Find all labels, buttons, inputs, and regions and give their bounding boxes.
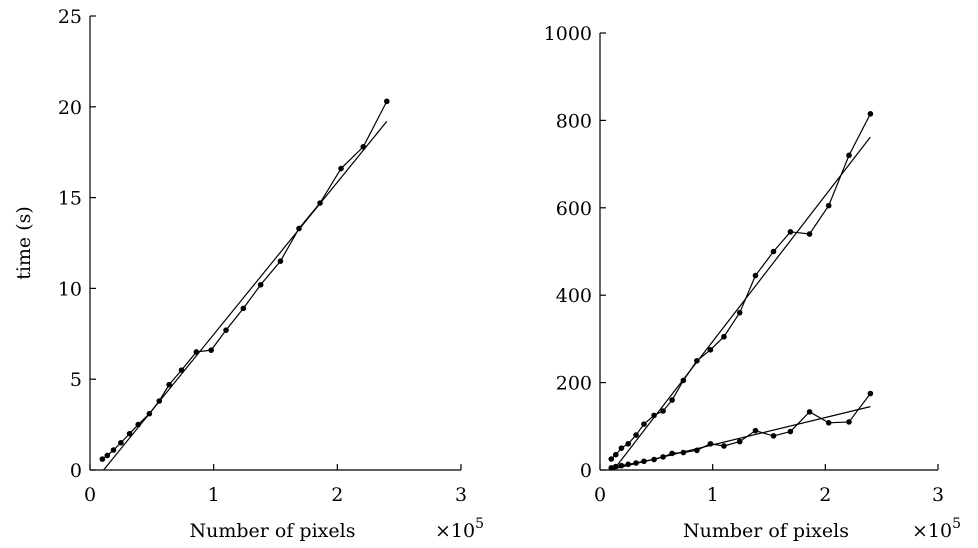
x-tick-label: 1 (707, 484, 719, 506)
series-1-point (296, 225, 302, 232)
series-1-point (806, 231, 813, 237)
series-1-point (178, 367, 185, 373)
series-1-point (240, 305, 247, 312)
series-2-point (867, 390, 874, 397)
y-tick-label: 400 (556, 285, 592, 307)
series-1-point (99, 456, 106, 462)
series-2-point (825, 420, 832, 426)
x-tick-label: 3 (932, 484, 944, 506)
x-multiplier-label: ×105 (912, 516, 961, 542)
y-tick-label: 20 (58, 97, 82, 119)
series-2-point (721, 443, 727, 449)
series-2-point (641, 458, 647, 465)
y-tick-label: 0 (70, 460, 82, 482)
series-2-point (736, 438, 743, 445)
x-tick-label: 2 (331, 484, 343, 506)
x-tick-label: 3 (455, 484, 467, 506)
series-1-point (223, 327, 229, 333)
series-1-point (166, 381, 172, 388)
fit-line-1 (613, 136, 871, 471)
series-1-point (867, 111, 874, 117)
x-multiplier-base: ×10 (435, 520, 475, 542)
series-1-point (633, 432, 639, 438)
y-tick-label: 10 (58, 278, 82, 300)
y-tick-label: 800 (556, 110, 592, 132)
series-2-point (752, 427, 759, 434)
series-1-point (208, 347, 214, 353)
series-1-point (825, 202, 832, 209)
series-1-point (752, 272, 759, 279)
y-axis-label: time (s) (13, 206, 35, 280)
series-1-point (257, 281, 264, 288)
series-2-point (651, 456, 657, 463)
series-1-point (608, 456, 615, 462)
series-1-point (641, 421, 647, 427)
y-tick-label: 0 (580, 460, 592, 482)
y-tick-label: 5 (70, 369, 82, 391)
series-line-1 (102, 101, 388, 460)
series-2-point (608, 465, 615, 471)
series-1-point (338, 165, 344, 172)
series-1-point (721, 333, 727, 340)
series-2-point (707, 440, 714, 447)
x-tick-label: 0 (594, 484, 606, 506)
series-1-point (787, 229, 794, 235)
series-2-point (680, 449, 687, 456)
series-1-point (277, 258, 284, 264)
series-1-point (618, 445, 625, 451)
series-1-point (846, 152, 852, 159)
series-1-point (651, 412, 657, 419)
series-2-point (612, 463, 619, 470)
series-line-1 (610, 113, 871, 460)
y-tick-label: 1000 (544, 23, 592, 45)
series-2-point (625, 461, 631, 468)
x-tick-label: 2 (819, 484, 831, 506)
series-2-point (669, 450, 675, 457)
y-tick-label: 600 (556, 198, 592, 220)
series-2-point (660, 454, 666, 460)
y-tick-label: 25 (58, 6, 82, 28)
series-2-point (770, 433, 777, 439)
series-1-point (156, 398, 163, 404)
x-tick-label: 0 (84, 484, 96, 506)
series-2-point (846, 419, 852, 425)
series-1-point (680, 377, 687, 384)
x-multiplier-label: ×105 (435, 516, 484, 542)
series-1-point (193, 349, 200, 355)
series-1-point (104, 452, 111, 459)
x-multiplier-exponent: 5 (475, 516, 484, 532)
y-tick-label: 15 (58, 188, 82, 210)
series-2-point (633, 460, 639, 466)
series-1-point (110, 447, 117, 453)
series-1-point (625, 440, 631, 447)
series-1-point (384, 98, 390, 105)
series-2-point (806, 409, 813, 415)
series-2-point (694, 447, 700, 454)
x-axis-label: Number of pixels (190, 520, 356, 542)
series-1-point (736, 309, 743, 316)
x-multiplier-exponent: 5 (952, 516, 961, 532)
series-1-point (660, 408, 666, 414)
series-1-point (694, 357, 700, 364)
series-2-point (787, 428, 794, 435)
series-1-point (126, 430, 133, 437)
series-1-point (707, 347, 714, 353)
series-1-point (770, 248, 777, 255)
x-axis-label: Number of pixels (683, 520, 849, 542)
series-line-2 (611, 393, 871, 469)
x-multiplier-base: ×10 (912, 520, 952, 542)
series-1-point (135, 421, 142, 428)
right-chart-panel: 0 200 400 600 800 1000 0 1 2 3 Number of pixels ×10… (544, 23, 961, 542)
series-1-point (669, 397, 675, 403)
series-1-point (146, 410, 153, 417)
series-2-point (618, 462, 625, 469)
series-1-point (118, 439, 124, 446)
x-tick-label: 1 (208, 484, 220, 506)
series-1-point (612, 451, 619, 458)
series-1-point (317, 200, 323, 206)
series-1-point (360, 143, 367, 150)
y-tick-label: 200 (556, 373, 592, 395)
